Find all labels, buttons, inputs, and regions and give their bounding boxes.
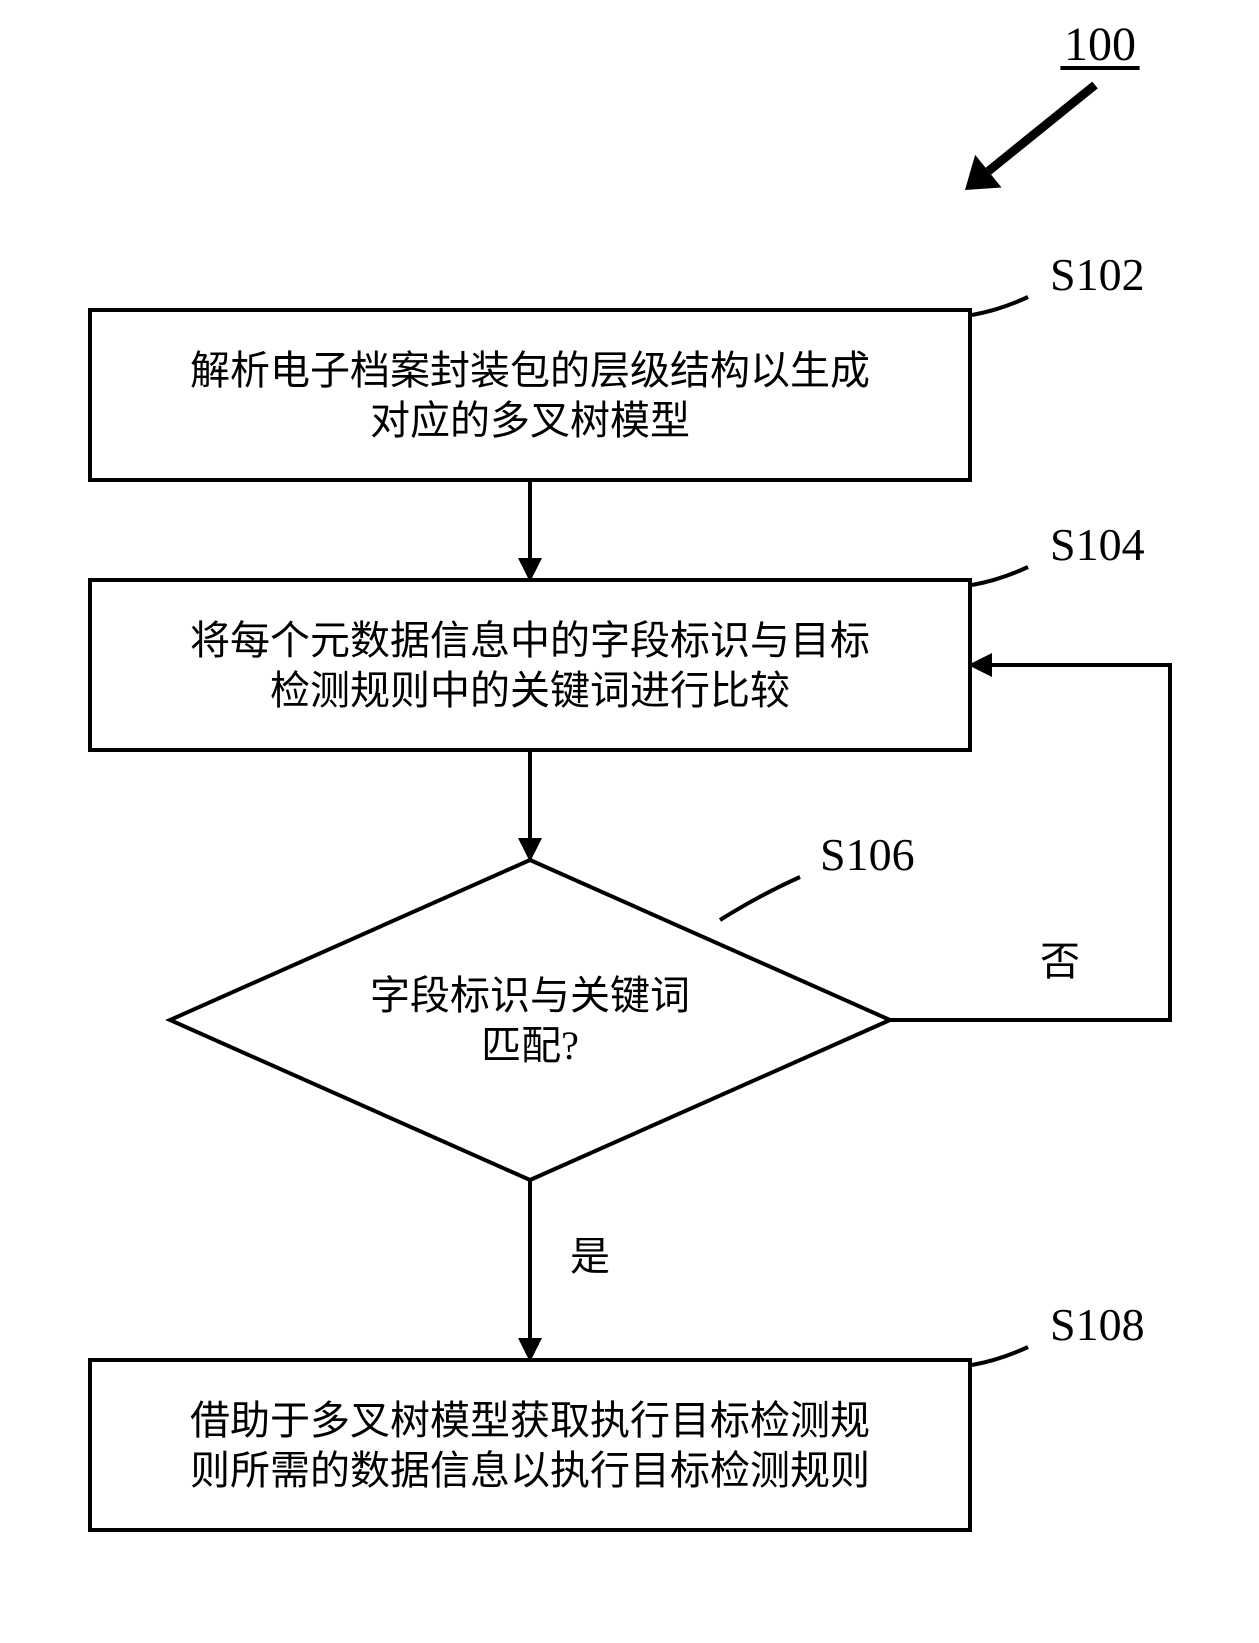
figure-number-label: 100 bbox=[1064, 18, 1136, 71]
edge-S106-S104 bbox=[890, 665, 1170, 1020]
edge-label: 是 bbox=[570, 1234, 610, 1279]
edge-label: 否 bbox=[1040, 939, 1080, 984]
flow-step-s102 bbox=[90, 310, 970, 480]
step-label-s102: S102 bbox=[1050, 249, 1145, 300]
node-text: 字段标识与关键词匹配? bbox=[370, 973, 690, 1068]
node-text: 解析电子档案封装包的层级结构以生成对应的多叉树模型 bbox=[190, 348, 870, 443]
flow-step-s104 bbox=[90, 580, 970, 750]
flow-step-s108 bbox=[90, 1360, 970, 1530]
flow-decision-s106 bbox=[170, 860, 890, 1180]
step-label-s104: S104 bbox=[1050, 519, 1145, 570]
step-label-s108: S108 bbox=[1050, 1299, 1145, 1350]
node-text: 借助于多叉树模型获取执行目标检测规则所需的数据信息以执行目标检测规则 bbox=[190, 1398, 870, 1493]
node-text: 将每个元数据信息中的字段标识与目标检测规则中的关键词进行比较 bbox=[190, 618, 870, 713]
step-label-s106: S106 bbox=[820, 829, 915, 880]
